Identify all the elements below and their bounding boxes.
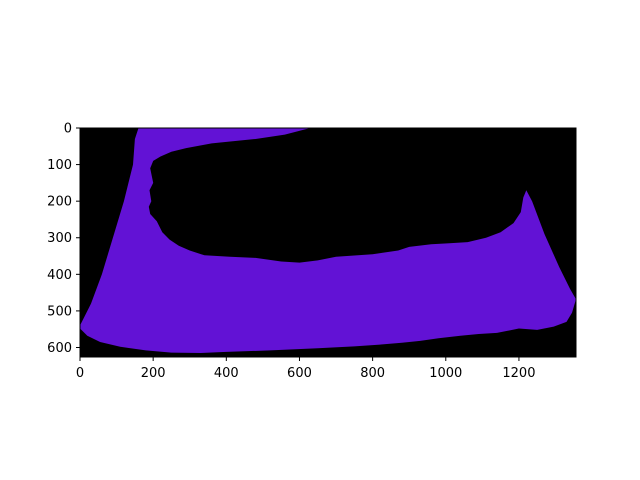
y-tick-label: 300 xyxy=(47,231,72,246)
axes-frame xyxy=(79,127,577,358)
x-tick-label: 1000 xyxy=(429,366,462,381)
y-tick-label: 500 xyxy=(47,304,72,319)
x-tick-label: 400 xyxy=(214,366,239,381)
x-tick-label: 200 xyxy=(141,366,166,381)
y-tick-label: 400 xyxy=(47,268,72,283)
y-tick-label: 200 xyxy=(47,195,72,210)
x-axis-ticks: 0 200 400 600 800 1000 1200 xyxy=(76,357,535,381)
y-tick-label: 0 xyxy=(64,122,72,137)
y-tick-label: 600 xyxy=(47,341,72,356)
x-tick-label: 0 xyxy=(76,366,84,381)
x-tick-label: 1200 xyxy=(502,366,535,381)
x-tick-label: 600 xyxy=(287,366,312,381)
x-tick-label: 800 xyxy=(360,366,385,381)
mask-region xyxy=(80,128,576,353)
y-axis-ticks: 0 100 200 300 400 500 600 xyxy=(47,122,80,356)
y-tick-label: 100 xyxy=(47,158,72,173)
plot-area xyxy=(79,127,577,358)
